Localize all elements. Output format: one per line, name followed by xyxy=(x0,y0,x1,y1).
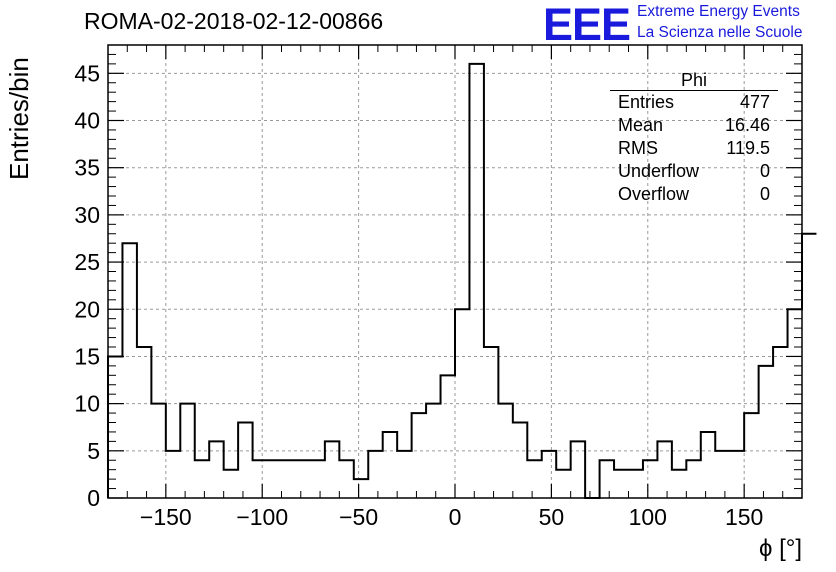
x-tick-label: 50 xyxy=(539,504,565,530)
stats-value: 16.46 xyxy=(724,115,770,135)
stats-value: 119.5 xyxy=(726,138,770,158)
stats-label: Entries xyxy=(618,92,675,112)
x-tick-label: 150 xyxy=(725,504,763,530)
histogram-bin xyxy=(614,470,628,498)
histogram-bin xyxy=(354,479,368,498)
logo-text-line2: La Scienza nelle Scuole xyxy=(637,24,803,41)
stats-row-overflow: Overflow 0 xyxy=(610,183,778,206)
x-tick-label: 100 xyxy=(629,504,667,530)
x-tick-label: 0 xyxy=(449,504,462,530)
histogram-bars xyxy=(107,62,817,499)
histogram-bin xyxy=(672,470,686,498)
stats-value: 477 xyxy=(739,92,770,112)
histogram-bin xyxy=(600,460,614,498)
histogram-bin xyxy=(686,460,700,498)
histogram-bin xyxy=(137,347,151,498)
histogram-bin xyxy=(556,470,570,498)
y-axis-label: Entries/bin xyxy=(4,57,34,180)
histogram-bin xyxy=(441,375,455,498)
y-tick-label: 5 xyxy=(87,438,100,464)
histogram-bin xyxy=(282,460,296,498)
stats-label: Overflow xyxy=(618,184,690,204)
histogram-bin xyxy=(657,441,671,498)
stats-row-entries: Entries 477 xyxy=(610,91,778,114)
histogram-bin xyxy=(383,432,397,498)
stats-value: 0 xyxy=(759,184,770,204)
histogram-bin xyxy=(802,234,816,498)
y-tick-label: 45 xyxy=(74,60,100,86)
histogram-bin xyxy=(238,423,252,499)
histogram-outline xyxy=(107,62,817,499)
histogram-bin xyxy=(267,460,281,498)
histogram-bin xyxy=(166,451,180,498)
histogram-bin xyxy=(643,460,657,498)
histogram-bin xyxy=(513,423,527,499)
y-tick-label: 25 xyxy=(74,249,100,275)
histogram-bin xyxy=(773,347,787,498)
x-tick-label: −100 xyxy=(236,504,288,530)
stats-box: Phi Entries 477 Mean 16.46 RMS 119.5 Und… xyxy=(610,70,778,206)
x-tick-label: −50 xyxy=(339,504,378,530)
y-tick-label: 35 xyxy=(74,155,100,181)
histogram-bin xyxy=(339,460,353,498)
histogram-bin xyxy=(715,451,729,498)
histogram-bin xyxy=(629,470,643,498)
y-tick-label: 30 xyxy=(74,202,100,228)
grid-lines xyxy=(108,45,802,498)
histogram-bin xyxy=(469,64,483,498)
histogram-bin xyxy=(701,432,715,498)
histogram-bin xyxy=(325,441,339,498)
y-tick-label: 15 xyxy=(74,343,100,369)
axis-tick-labels: −150 −100 −50 0 50 100 150 0 5 10 15 20 25 30 35 40 45 xyxy=(74,60,763,530)
x-tick-label: −150 xyxy=(140,504,192,530)
y-tick-label: 10 xyxy=(74,391,100,417)
stats-label: Underflow xyxy=(618,161,700,181)
histogram-bin xyxy=(224,470,238,498)
histogram-bin xyxy=(108,356,122,498)
histogram-bin xyxy=(209,441,223,498)
logo-text-line1: Extreme Energy Events xyxy=(637,3,800,20)
stats-row-rms: RMS 119.5 xyxy=(610,137,778,160)
x-axis-label: ϕ [°] xyxy=(758,535,802,562)
stats-label: Mean xyxy=(618,115,664,135)
y-tick-label: 20 xyxy=(74,296,100,322)
axis-ticks xyxy=(107,44,803,499)
histogram-bin xyxy=(195,460,209,498)
histogram-bin xyxy=(542,451,556,498)
histogram-bin xyxy=(397,451,411,498)
histogram-bin xyxy=(253,460,267,498)
chart-title: ROMA-02-2018-02-12-00866 xyxy=(84,8,384,34)
histogram-bin xyxy=(310,460,324,498)
histogram-bin xyxy=(730,451,744,498)
histogram-bin xyxy=(571,441,585,498)
stats-row-mean: Mean 16.46 xyxy=(610,114,778,137)
stats-box-title: Phi xyxy=(610,70,778,91)
eee-logo: EEE xyxy=(543,0,631,50)
histogram-bin xyxy=(759,366,773,498)
histogram-bin xyxy=(296,460,310,498)
stats-row-underflow: Underflow 0 xyxy=(610,160,778,183)
y-tick-label: 0 xyxy=(87,485,100,511)
stats-value: 0 xyxy=(759,161,770,181)
histogram-bin xyxy=(412,413,426,498)
histogram-bin xyxy=(744,413,758,498)
histogram-bin xyxy=(527,460,541,498)
histogram-bin xyxy=(122,243,136,498)
stats-label: RMS xyxy=(618,138,658,158)
histogram-bin xyxy=(484,347,498,498)
y-tick-label: 40 xyxy=(74,108,100,134)
histogram-bin xyxy=(368,451,382,498)
